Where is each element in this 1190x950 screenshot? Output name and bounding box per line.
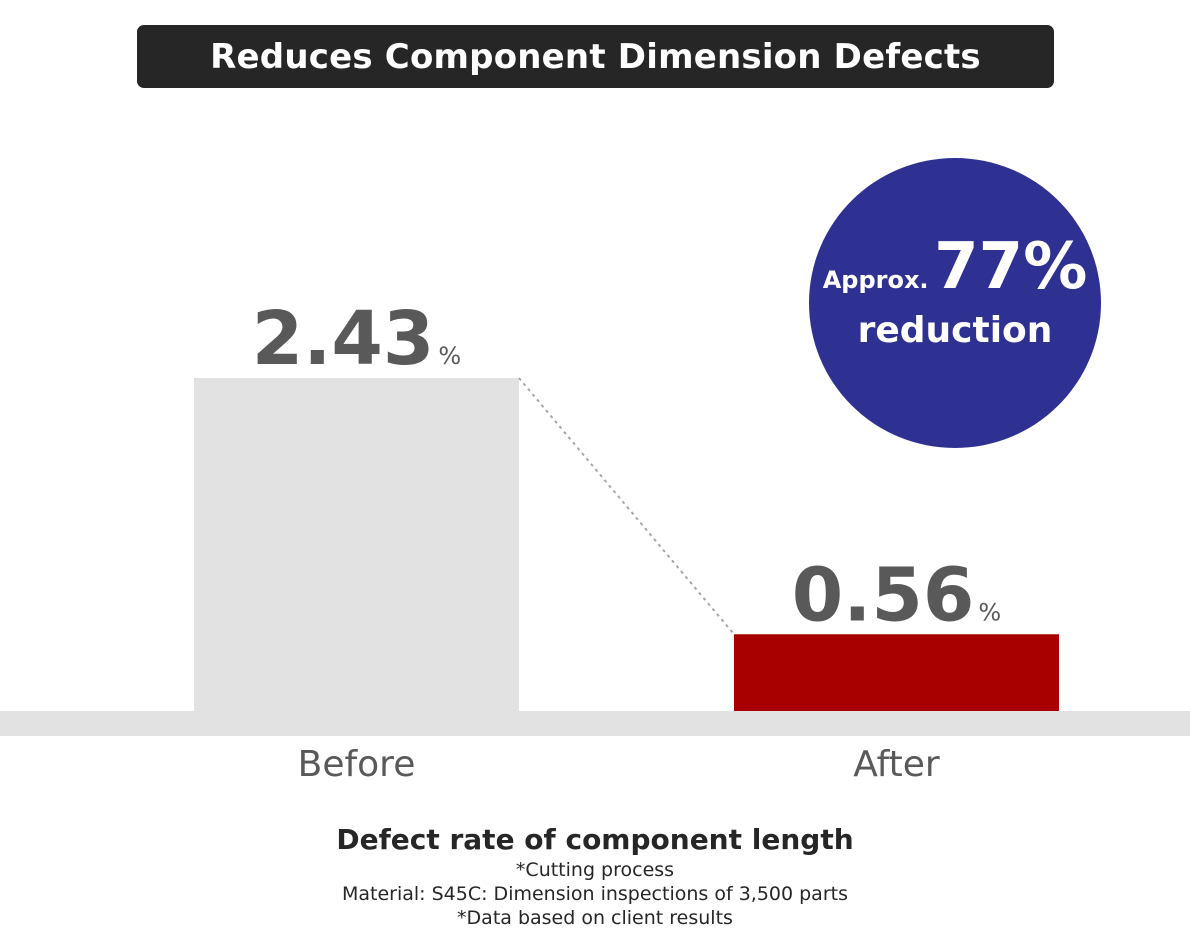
badge-percentage: 77%	[934, 230, 1088, 304]
value-label-before: 2.43%	[252, 296, 461, 382]
badge-value-line: Approx. 77%	[809, 230, 1101, 304]
badge-prefix: Approx.	[822, 266, 929, 294]
caption-title: Defect rate of component length	[336, 823, 854, 856]
caption-note-source: *Data based on client results	[457, 907, 733, 929]
chart-baseline	[0, 711, 1190, 736]
value-number: 2.43	[252, 296, 435, 382]
bar-before	[194, 378, 519, 711]
chart-caption: Defect rate of component length *Cutting…	[0, 822, 1190, 930]
chart-title-banner: Reduces Component Dimension Defects	[137, 25, 1054, 88]
value-number: 0.56	[792, 552, 975, 638]
bar-after	[734, 634, 1059, 711]
value-unit: %	[438, 342, 461, 370]
trend-connector-line	[518, 377, 735, 635]
value-unit: %	[978, 598, 1001, 626]
reduction-badge: Approx. 77% reduction	[809, 158, 1101, 448]
chart-title: Reduces Component Dimension Defects	[210, 36, 981, 77]
caption-note-process: *Cutting process	[515, 859, 675, 881]
caption-note-material: Material: S45C: Dimension inspections of…	[341, 883, 848, 905]
value-label-after: 0.56%	[792, 552, 1001, 638]
badge-label: reduction	[857, 310, 1053, 351]
category-label-after: After	[853, 744, 940, 785]
category-label-before: Before	[298, 744, 416, 785]
